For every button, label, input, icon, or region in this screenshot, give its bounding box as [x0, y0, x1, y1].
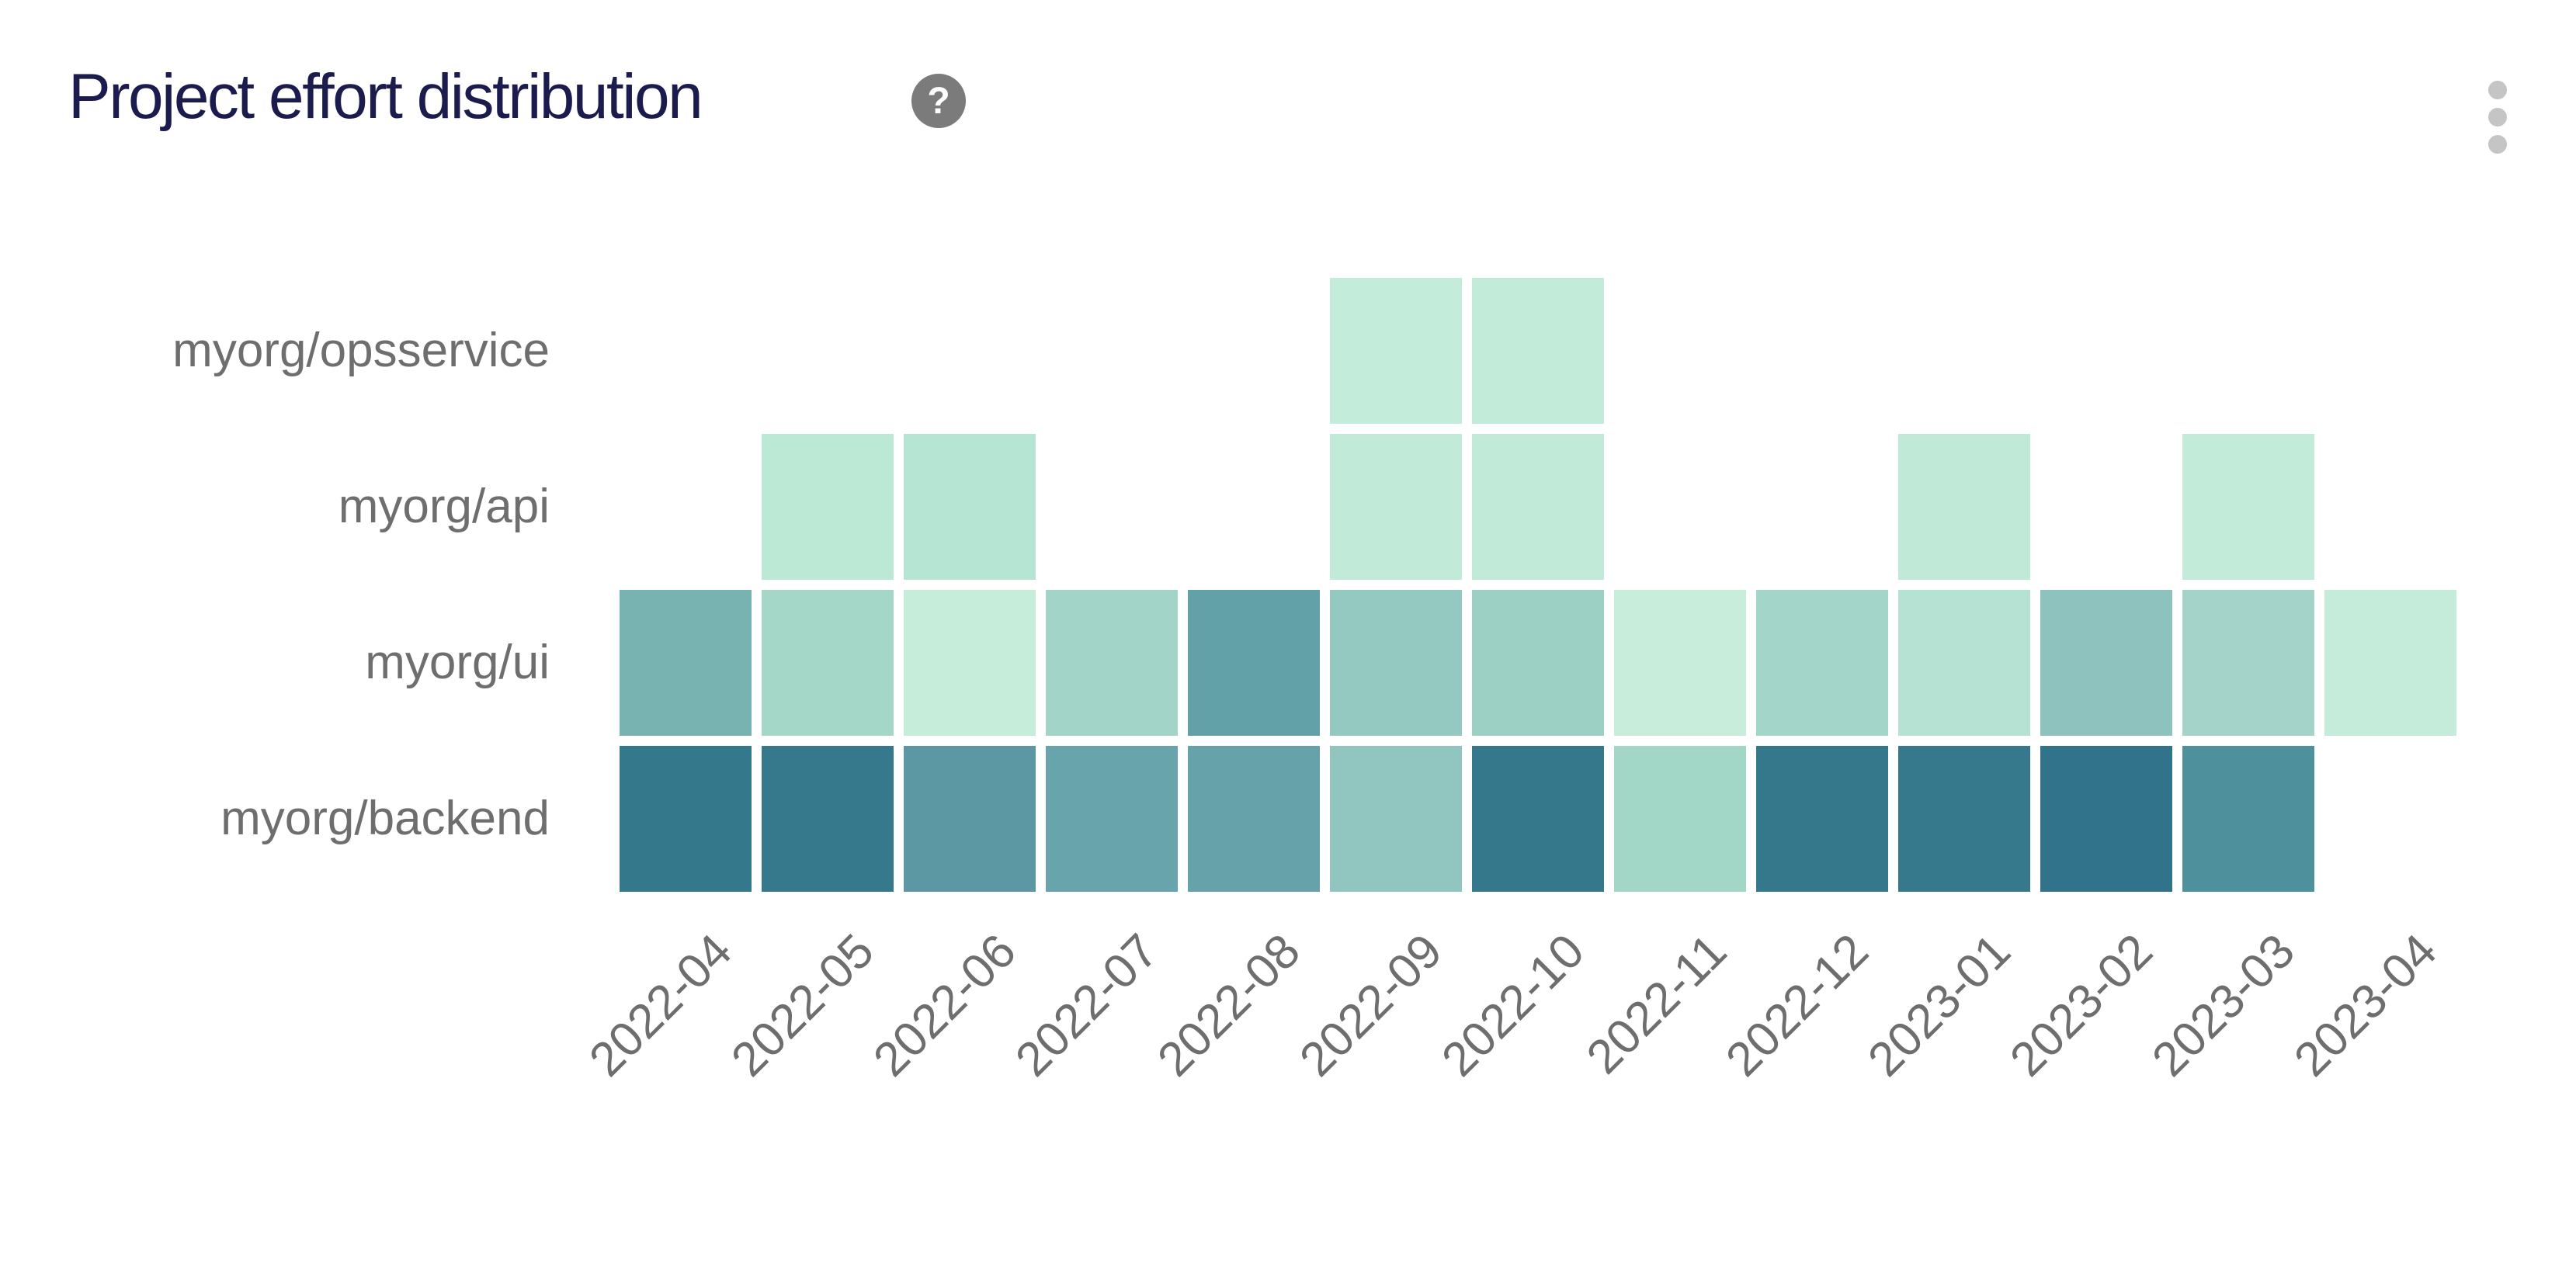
- heatmap-cell[interactable]: [1330, 278, 1462, 424]
- heatmap-cell[interactable]: [904, 434, 1036, 580]
- heatmap-cell[interactable]: [620, 746, 752, 892]
- x-axis-label: 2023-04: [2284, 924, 2448, 1087]
- kebab-menu-icon[interactable]: [2488, 81, 2507, 154]
- heatmap-cell[interactable]: [1756, 590, 1888, 736]
- heatmap-cell[interactable]: [1898, 746, 2030, 892]
- heatmap-cell[interactable]: [1898, 434, 2030, 580]
- heatmap-cell[interactable]: [2040, 590, 2172, 736]
- x-axis-label: 2022-07: [1005, 924, 1169, 1087]
- y-axis-label: myorg/backend: [220, 792, 550, 845]
- y-axis-label: myorg/opsservice: [172, 324, 550, 377]
- x-axis-label: 2022-04: [579, 924, 743, 1087]
- heatmap-cell[interactable]: [1898, 590, 2030, 736]
- x-axis-label: 2022-05: [721, 924, 885, 1087]
- heatmap-cell[interactable]: [1614, 590, 1746, 736]
- heatmap-cell[interactable]: [1046, 590, 1178, 736]
- x-axis-label: 2022-12: [1716, 924, 1880, 1087]
- x-axis-label: 2022-11: [1576, 924, 1738, 1085]
- heatmap-cell[interactable]: [1472, 434, 1604, 580]
- kebab-dot: [2488, 108, 2507, 127]
- heatmap-cell[interactable]: [1330, 434, 1462, 580]
- heatmap-cell[interactable]: [2040, 746, 2172, 892]
- x-axis-label: 2023-02: [2000, 924, 2164, 1087]
- y-axis-label: myorg/api: [338, 480, 550, 533]
- heatmap-cell[interactable]: [2182, 590, 2314, 736]
- heatmap-cell[interactable]: [762, 746, 894, 892]
- y-axis-label: myorg/ui: [365, 636, 550, 689]
- kebab-dot: [2488, 81, 2507, 99]
- heatmap-cell[interactable]: [1330, 746, 1462, 892]
- heatmap-cell[interactable]: [2182, 434, 2314, 580]
- heatmap-cell[interactable]: [762, 434, 894, 580]
- heatmap-cell[interactable]: [1756, 746, 1888, 892]
- x-axis-label: 2023-03: [2142, 924, 2306, 1087]
- x-axis-label: 2022-10: [1432, 924, 1595, 1087]
- heatmap-cell[interactable]: [1330, 590, 1462, 736]
- x-axis-label: 2022-06: [863, 924, 1027, 1087]
- heatmap-cell[interactable]: [1188, 746, 1320, 892]
- heatmap-cell[interactable]: [620, 590, 752, 736]
- heatmap-cell[interactable]: [1046, 746, 1178, 892]
- heatmap-cell[interactable]: [1472, 746, 1604, 892]
- heatmap-cell[interactable]: [2182, 746, 2314, 892]
- heatmap-cell[interactable]: [1472, 278, 1604, 424]
- heatmap-cell[interactable]: [904, 590, 1036, 736]
- heatmap-cell[interactable]: [1472, 590, 1604, 736]
- x-axis-label: 2022-08: [1147, 924, 1311, 1087]
- kebab-dot: [2488, 135, 2507, 154]
- chart-title: Project effort distribution: [68, 61, 703, 132]
- heatmap-cell[interactable]: [904, 746, 1036, 892]
- x-axis-label: 2023-01: [1858, 924, 2022, 1087]
- heatmap-cell[interactable]: [762, 590, 894, 736]
- help-icon[interactable]: ?: [911, 74, 966, 128]
- heatmap-cell[interactable]: [1188, 590, 1320, 736]
- help-icon-glyph: ?: [927, 80, 950, 122]
- x-axis-label: 2022-09: [1290, 924, 1453, 1087]
- heatmap-cell[interactable]: [1614, 746, 1746, 892]
- heatmap-cell[interactable]: [2324, 590, 2456, 736]
